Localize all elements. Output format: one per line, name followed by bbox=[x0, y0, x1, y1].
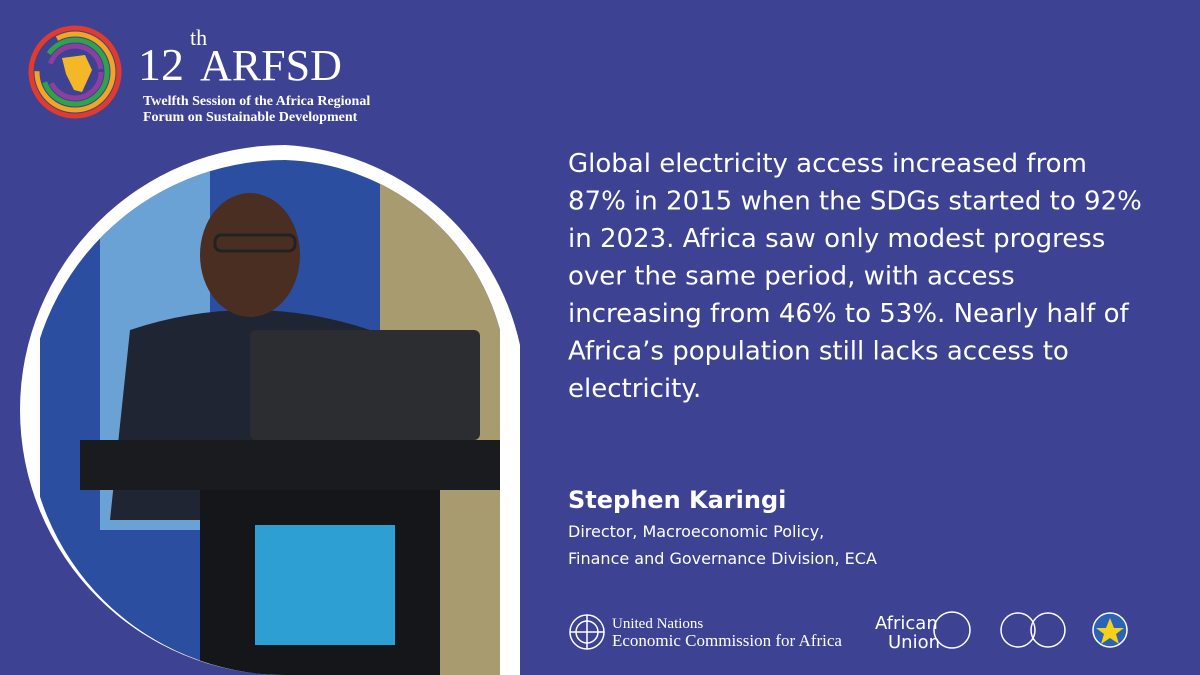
au-text: Union bbox=[888, 632, 940, 653]
logo-emblem bbox=[28, 25, 122, 119]
partner-logos bbox=[933, 611, 1128, 649]
speaker-name: Stephen Karingi bbox=[568, 486, 786, 514]
quote-line: in 2023. Africa saw only modest progress bbox=[568, 224, 1105, 254]
speaker-role: Director, Macroeconomic Policy, bbox=[568, 522, 824, 541]
logo-ordinal: th bbox=[190, 25, 207, 50]
logo-acronym: ARFSD bbox=[200, 41, 342, 90]
photo bbox=[40, 160, 501, 675]
quote: Global electricity access increased from… bbox=[568, 149, 1142, 404]
au-text: African bbox=[875, 613, 938, 634]
quote-line: Global electricity access increased from bbox=[568, 149, 1087, 179]
quote-line: Africa’s population still lacks access t… bbox=[568, 337, 1069, 367]
quote-line: 87% in 2015 when the SDGs started to 92% bbox=[568, 187, 1142, 217]
logo-subtitle: Forum on Sustainable Development bbox=[143, 110, 358, 125]
speaker-role: Finance and Governance Division, ECA bbox=[568, 549, 877, 568]
quote-line: over the same period, with access bbox=[568, 262, 1015, 292]
quote-line: increasing from 46% to 53%. Nearly half … bbox=[568, 299, 1129, 329]
logo-subtitle: Twelfth Session of the Africa Regional bbox=[143, 94, 370, 109]
logo-number: 12 bbox=[138, 39, 184, 90]
quote-line: electricity. bbox=[568, 374, 701, 404]
un-commission: Economic Commission for Africa bbox=[612, 631, 842, 650]
un-name: United Nations bbox=[612, 616, 703, 632]
un-emblem bbox=[569, 614, 605, 650]
